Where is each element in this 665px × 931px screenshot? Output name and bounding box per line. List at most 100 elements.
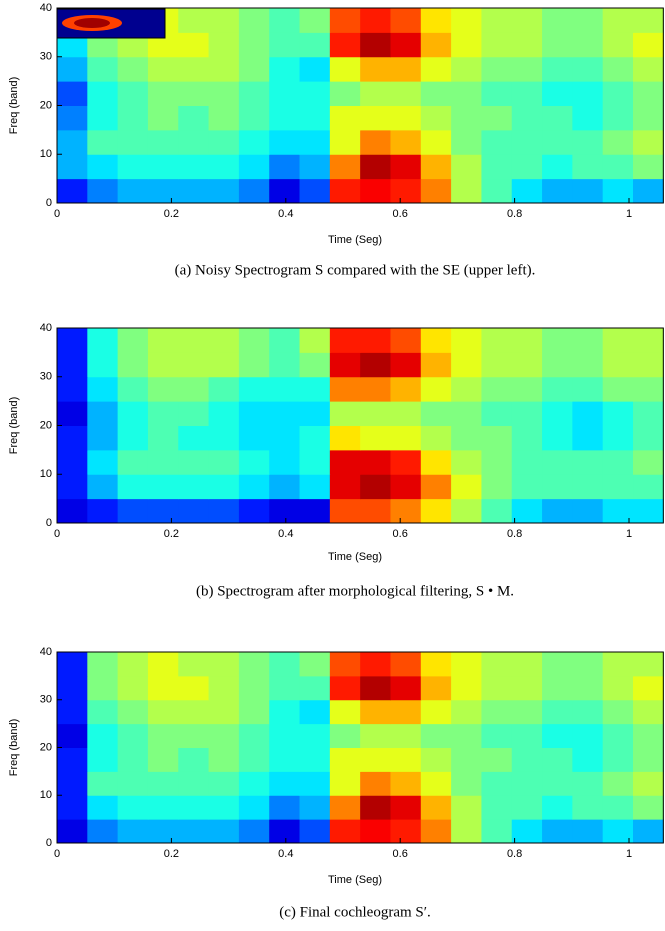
heat-cell bbox=[178, 81, 210, 106]
heat-cell bbox=[451, 795, 482, 820]
heat-cell bbox=[572, 498, 604, 524]
heat-cell bbox=[208, 498, 240, 524]
heat-cell bbox=[57, 474, 88, 500]
heat-cell bbox=[511, 699, 543, 725]
heat-cell bbox=[420, 401, 452, 426]
heat-cell bbox=[633, 747, 664, 772]
heat-cell bbox=[87, 376, 119, 402]
heat-cell bbox=[481, 328, 513, 353]
heat-cell bbox=[269, 376, 301, 402]
heat-cell bbox=[451, 129, 482, 155]
heat-cell bbox=[390, 795, 422, 820]
heat-cell bbox=[238, 747, 270, 772]
x-tick-label: 1 bbox=[626, 848, 632, 860]
heat-cell bbox=[87, 747, 119, 772]
heat-cell bbox=[633, 699, 664, 725]
heat-cell bbox=[269, 425, 301, 451]
heat-cell bbox=[572, 723, 604, 748]
heat-cell bbox=[542, 474, 573, 500]
heat-cell bbox=[451, 352, 482, 378]
heat-cell bbox=[57, 449, 88, 475]
heat-cell bbox=[602, 771, 634, 796]
heat-cell bbox=[87, 652, 119, 677]
heat-cell bbox=[451, 32, 482, 58]
heat-cell bbox=[57, 401, 88, 426]
heat-cell bbox=[602, 699, 634, 725]
heat-cell bbox=[117, 699, 149, 725]
heat-cell bbox=[390, 771, 422, 796]
heat-cell bbox=[269, 498, 301, 524]
heat-cell bbox=[238, 498, 270, 524]
heat-cell bbox=[269, 401, 301, 426]
heat-cell bbox=[178, 747, 210, 772]
heat-cell bbox=[208, 819, 240, 844]
heat-cell bbox=[481, 498, 513, 524]
heat-cell bbox=[511, 819, 543, 844]
heat-cell bbox=[633, 81, 664, 106]
heat-cell bbox=[57, 81, 88, 106]
heat-cell bbox=[117, 376, 149, 402]
heat-cell bbox=[329, 449, 361, 475]
y-tick-label: 20 bbox=[40, 741, 52, 753]
heat-cell bbox=[451, 498, 482, 524]
heat-cell bbox=[87, 723, 119, 748]
heat-cell bbox=[329, 56, 361, 82]
heat-cell bbox=[208, 652, 240, 677]
heat-cell bbox=[542, 819, 573, 844]
heat-cell bbox=[299, 129, 331, 155]
y-tick-label: 30 bbox=[40, 51, 52, 63]
heat-cell bbox=[511, 401, 543, 426]
heat-cell bbox=[451, 449, 482, 475]
heat-cell bbox=[269, 328, 301, 353]
heat-cell bbox=[542, 699, 573, 725]
heat-cell bbox=[360, 376, 391, 402]
heat-cell bbox=[117, 352, 149, 378]
heat-cell bbox=[602, 449, 634, 475]
heat-cell bbox=[572, 401, 604, 426]
heat-cell bbox=[147, 747, 179, 772]
heat-cell bbox=[57, 652, 88, 677]
heat-cell bbox=[57, 154, 88, 180]
heat-cell bbox=[542, 425, 573, 451]
heat-cell bbox=[147, 699, 179, 725]
heat-cell bbox=[360, 498, 391, 524]
heat-cell bbox=[602, 129, 634, 155]
heat-cell bbox=[238, 105, 270, 131]
y-tick-label: 10 bbox=[40, 468, 52, 480]
heat-cell bbox=[511, 129, 543, 155]
heat-cell bbox=[87, 154, 119, 180]
heat-cell bbox=[147, 819, 179, 844]
x-axis-label: Time (Seg) bbox=[328, 234, 382, 246]
heat-cell bbox=[87, 675, 119, 701]
heat-cell bbox=[117, 81, 149, 106]
heat-cell bbox=[481, 105, 513, 131]
heat-cell bbox=[147, 129, 179, 155]
heat-cell bbox=[238, 154, 270, 180]
heat-cell bbox=[117, 652, 149, 677]
heat-cell bbox=[329, 129, 361, 155]
heat-cell bbox=[147, 401, 179, 426]
heat-cell bbox=[117, 498, 149, 524]
heat-cell bbox=[208, 328, 240, 353]
heat-cell bbox=[360, 81, 391, 106]
heat-cell bbox=[208, 401, 240, 426]
heat-cell bbox=[451, 8, 482, 33]
heat-cell bbox=[542, 32, 573, 58]
heat-cell bbox=[420, 105, 452, 131]
heat-cell bbox=[238, 56, 270, 82]
heat-cell bbox=[420, 328, 452, 353]
heat-cell bbox=[87, 178, 119, 204]
heat-cell bbox=[57, 328, 88, 353]
heat-cell bbox=[87, 795, 119, 820]
heat-cell bbox=[117, 154, 149, 180]
heat-cell bbox=[178, 178, 210, 204]
heat-cell bbox=[511, 771, 543, 796]
heat-cell bbox=[451, 747, 482, 772]
heat-cell bbox=[238, 328, 270, 353]
heat-cell bbox=[117, 56, 149, 82]
heat-cell bbox=[57, 723, 88, 748]
heat-cell bbox=[572, 819, 604, 844]
heat-cell bbox=[420, 154, 452, 180]
heat-cell bbox=[269, 178, 301, 204]
